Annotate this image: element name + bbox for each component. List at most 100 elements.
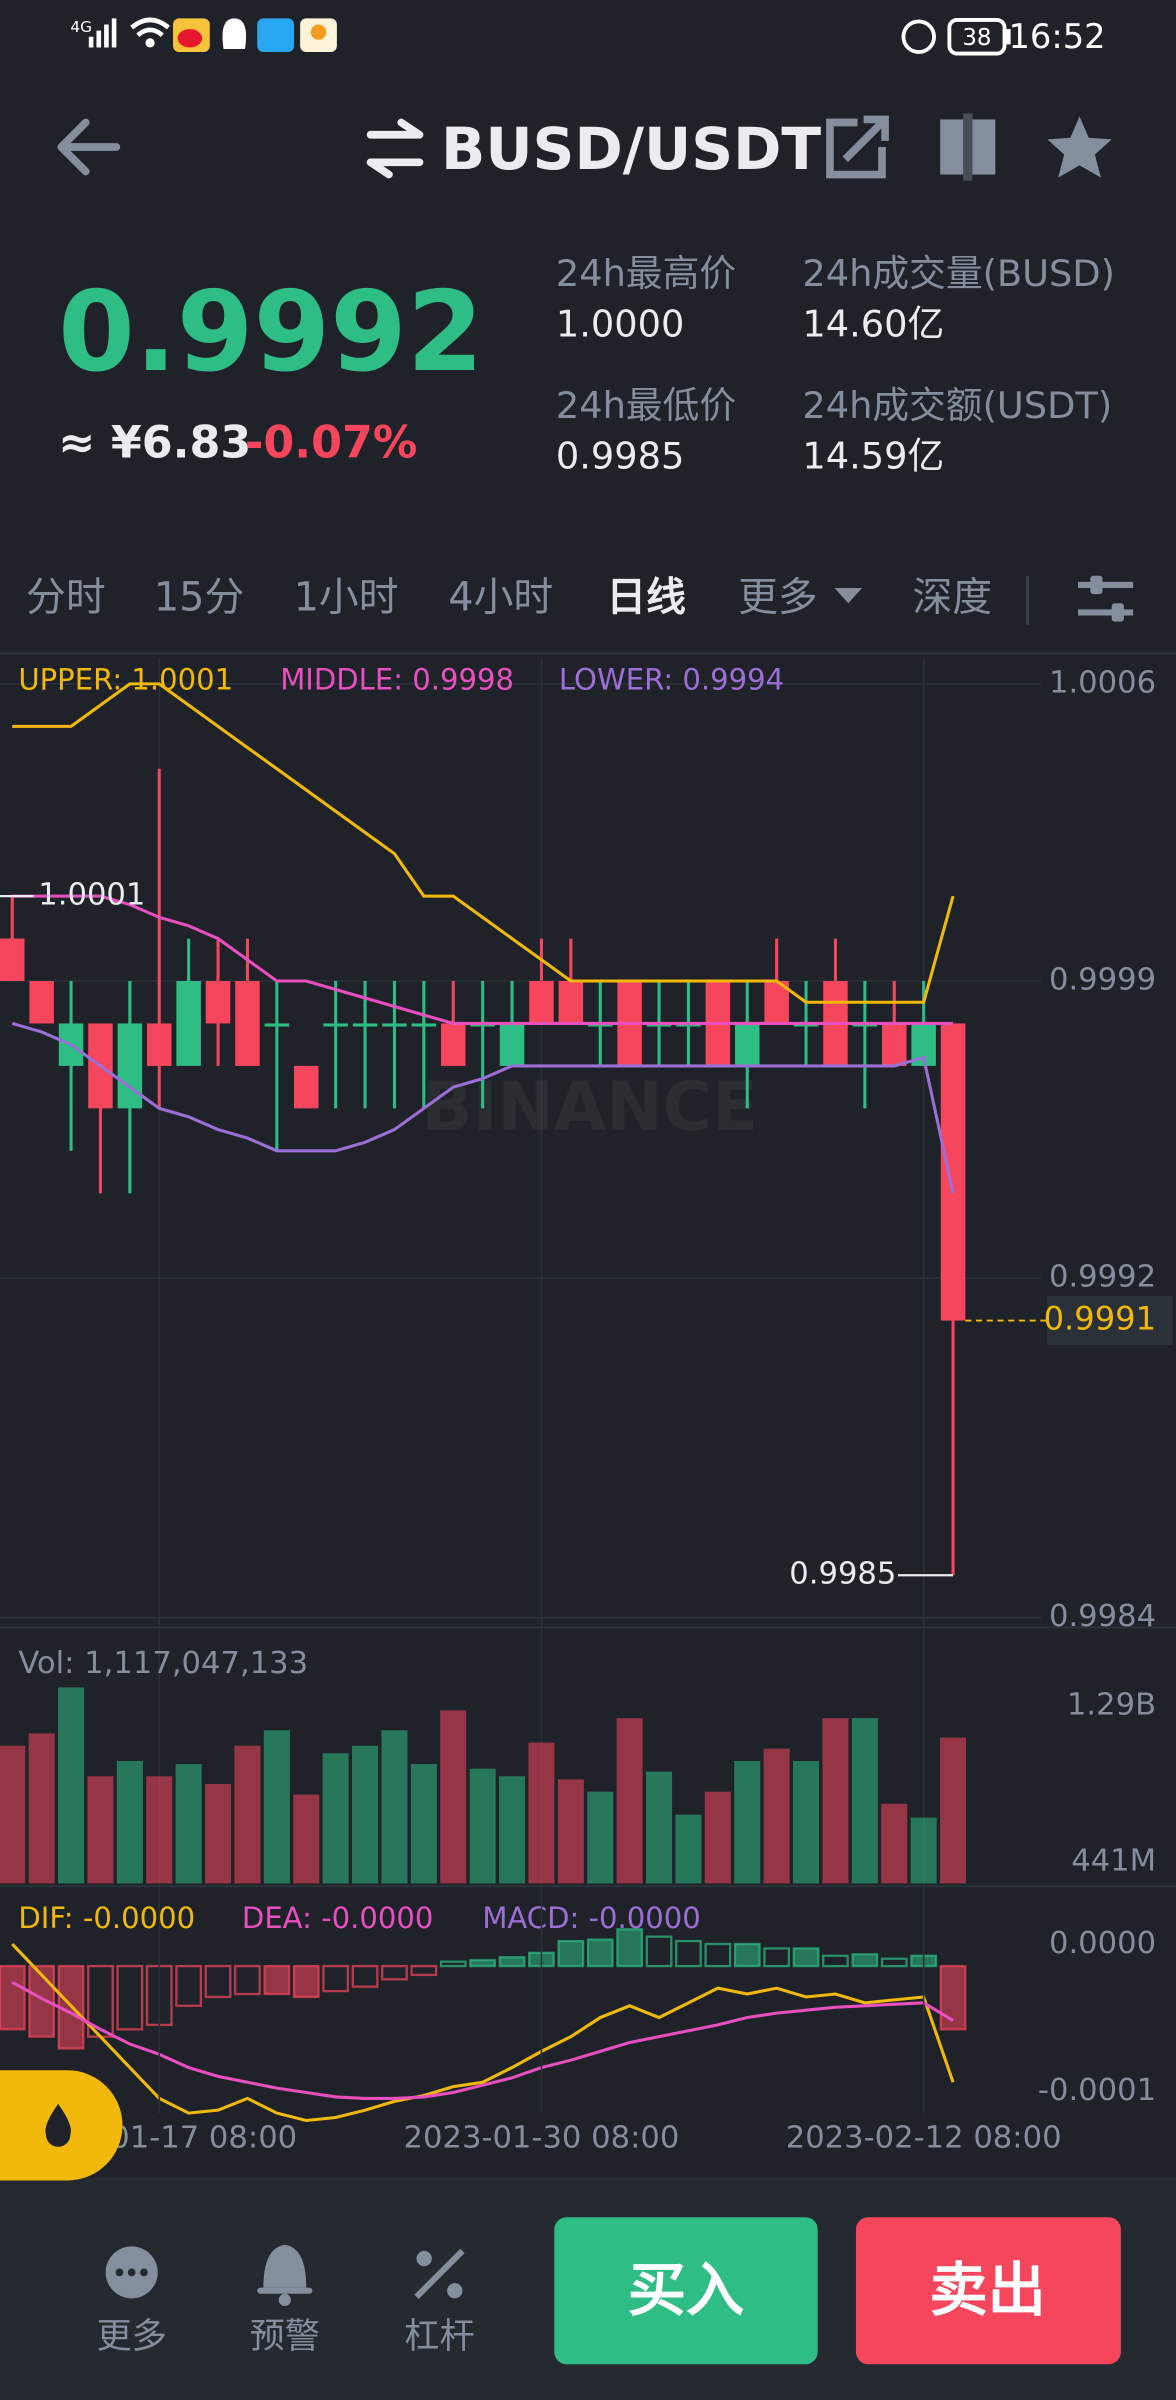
candle-body xyxy=(0,938,25,982)
sell-label[interactable]: 卖出 xyxy=(929,2256,1045,2324)
back-button[interactable] xyxy=(57,118,121,176)
candle-body xyxy=(470,1023,495,1027)
share-button[interactable] xyxy=(826,115,889,179)
macd-bar xyxy=(733,1942,761,1968)
candle-body xyxy=(29,981,54,1024)
stat-label: 24h成交量(BUSD) xyxy=(802,252,1115,295)
candle-body xyxy=(735,1023,760,1066)
volume-bar xyxy=(469,1768,496,1884)
macd-bar xyxy=(822,1954,849,1968)
macd-bar xyxy=(763,1947,791,1968)
stat-value: 0.9985 xyxy=(556,434,685,477)
macd-bar xyxy=(322,1964,350,1993)
layout-button[interactable] xyxy=(940,110,996,184)
sell-button[interactable] xyxy=(855,2217,1121,2365)
legend-entry: UPPER: 1.0001 xyxy=(18,662,233,696)
macd-bar xyxy=(234,1964,261,1996)
volume-bar xyxy=(293,1794,320,1884)
legend-entry: LOWER: 0.9994 xyxy=(559,662,784,696)
interval-tab[interactable]: 15分 xyxy=(154,575,244,621)
macd-bar xyxy=(645,1935,673,1968)
candle-body xyxy=(117,1023,143,1109)
candle-body xyxy=(205,981,231,1024)
volume-title: Vol: 1,117,047,133 xyxy=(18,1646,308,1681)
pair-title[interactable]: BUSD/USDT xyxy=(441,115,821,183)
macd-line xyxy=(11,1942,955,2123)
volume-bar xyxy=(734,1760,761,1884)
settings-button[interactable] xyxy=(1078,575,1134,622)
volume-bar xyxy=(675,1814,702,1884)
swap-icon[interactable] xyxy=(366,118,424,179)
candle-body xyxy=(382,1023,407,1027)
x-tick-label: 2023-02-12 08:00 xyxy=(786,2121,1062,2156)
interval-tab-active[interactable]: 日线 xyxy=(606,575,686,621)
candle-body xyxy=(882,1023,907,1066)
macd-bar xyxy=(469,1959,497,1968)
interval-tab[interactable]: 分时 xyxy=(26,575,106,621)
volume-bar xyxy=(587,1791,614,1884)
price-change: -0.07% xyxy=(245,418,417,469)
macd-bar xyxy=(0,1964,26,2031)
buy-label[interactable]: 买入 xyxy=(628,2256,744,2324)
candle-body xyxy=(793,1023,819,1027)
interval-tab[interactable]: 4小时 xyxy=(448,575,553,621)
last-price: 0.9992 xyxy=(58,268,483,396)
macd-bar xyxy=(292,1964,320,1999)
volume-bar xyxy=(557,1779,584,1884)
macd-bar xyxy=(439,1960,467,1968)
candle-body xyxy=(529,981,554,1024)
volume-bar xyxy=(146,1776,173,1884)
candle-body xyxy=(499,1023,525,1066)
alert-label: 预警 xyxy=(250,2316,320,2357)
more-button[interactable]: 更多 xyxy=(96,2246,167,2357)
status-icons: 4G xyxy=(70,17,1011,56)
legend-entry: MACD: -0.0000 xyxy=(482,1901,700,1935)
volume-bar xyxy=(763,1748,790,1884)
volume-bar xyxy=(881,1803,908,1884)
separator xyxy=(0,1884,1176,1888)
depth-tab[interactable]: 深度 xyxy=(913,575,993,621)
macd-bar xyxy=(204,1964,232,1999)
y-tick-label: 0.9999 xyxy=(1049,963,1156,998)
indicator-line xyxy=(12,682,955,1004)
y-tick-label: 0.0000 xyxy=(1049,1926,1156,1961)
candle-body xyxy=(147,1023,172,1066)
interval-tab[interactable]: 1小时 xyxy=(294,575,399,621)
candle-body xyxy=(352,1023,378,1027)
macd-bar xyxy=(792,1947,820,1968)
more-tab[interactable]: 更多 xyxy=(738,575,818,621)
volume-bar xyxy=(440,1710,467,1884)
volume-bar xyxy=(0,1745,26,1884)
volume-bar xyxy=(851,1718,878,1884)
volume-bar xyxy=(175,1764,202,1884)
macd-bar xyxy=(675,1939,702,1968)
stat-value: 14.60亿 xyxy=(802,303,944,346)
buy-button[interactable] xyxy=(554,2217,818,2365)
macd-bar xyxy=(28,1964,56,2038)
clock: 16:52 xyxy=(1009,17,1106,56)
separator xyxy=(0,1626,1176,1629)
volume-bar xyxy=(352,1745,379,1884)
indicator-line xyxy=(12,894,954,1025)
floating-button[interactable] xyxy=(0,2070,123,2181)
volume-bar xyxy=(381,1730,408,1884)
indicator-line xyxy=(11,1021,955,1194)
volume-bar xyxy=(87,1776,114,1884)
leverage-button[interactable]: 杠杆 xyxy=(404,2248,475,2357)
macd-bar xyxy=(586,1938,614,1968)
volume-bar xyxy=(793,1760,820,1884)
alert-button[interactable]: 预警 xyxy=(250,2244,320,2357)
candle-body xyxy=(558,981,584,1024)
candle-body xyxy=(411,1023,437,1027)
y-tick-label: 441M xyxy=(1071,1843,1156,1878)
tab-divider xyxy=(1025,575,1029,625)
favorite-button[interactable] xyxy=(1047,116,1112,178)
more-label[interactable]: 更多 xyxy=(96,2316,166,2357)
macd-bar xyxy=(498,1956,526,1968)
candle-body xyxy=(588,1023,613,1027)
signal-type: 4G xyxy=(70,18,92,36)
cny-price: ≈ ¥6.83 xyxy=(58,418,251,469)
